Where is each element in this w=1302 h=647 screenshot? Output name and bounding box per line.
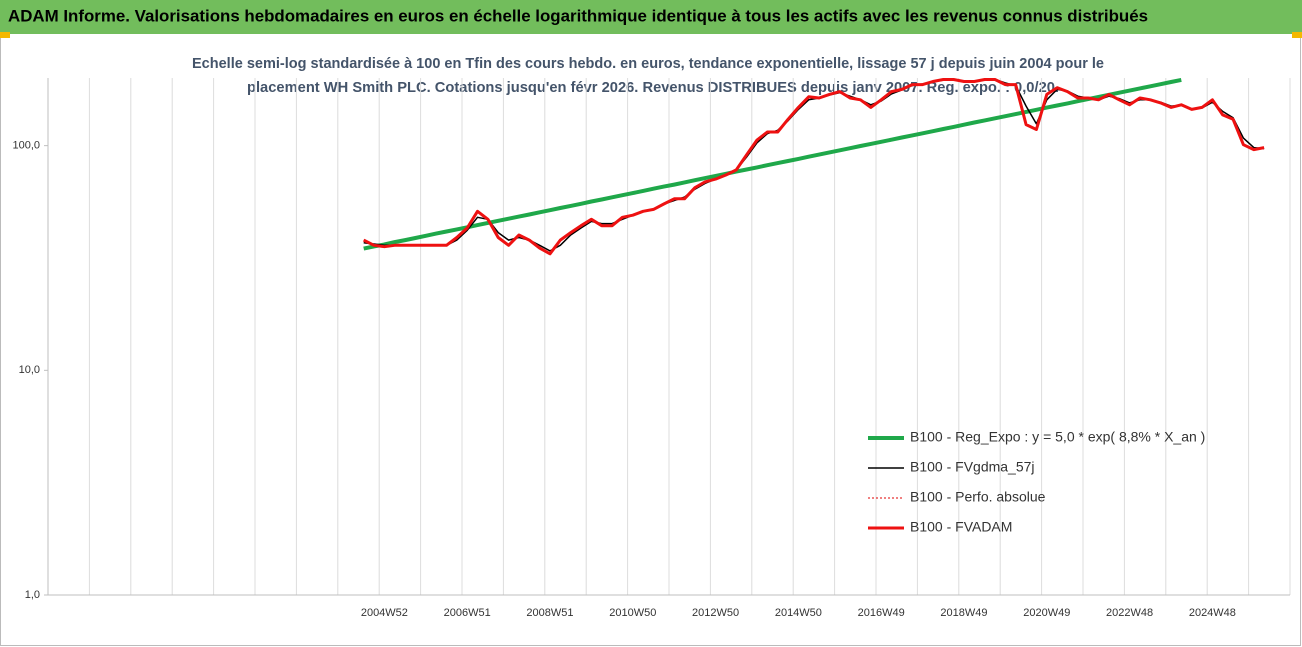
x-tick-label: 2016W49 [858,607,905,619]
x-tick-label: 2022W48 [1106,607,1153,619]
x-tick-label: 2008W51 [526,607,573,619]
x-tick-label: 2012W50 [692,607,739,619]
chart-subtitle: placement WH Smith PLC. Cotations jusqu'… [247,79,1059,96]
corner-mark [1292,32,1302,38]
y-tick-label: 1,0 [25,589,40,601]
chart-subtitle: Echelle semi-log standardisée à 100 en T… [192,55,1104,72]
x-tick-label: 2020W49 [1023,607,1070,619]
x-tick-label: 2014W50 [775,607,822,619]
x-tick-label: 2010W50 [609,607,656,619]
x-tick-label: 2004W52 [361,607,408,619]
legend-label: B100 - FVADAM [910,519,1012,535]
x-tick-label: 2006W51 [444,607,491,619]
y-tick-label: 100,0 [12,140,40,152]
corner-mark [0,32,10,38]
x-tick-label: 2018W49 [940,607,987,619]
title-bar [0,0,1302,34]
legend-label: B100 - Reg_Expo : y = 5,0 * exp( 8,8% * … [910,429,1205,445]
series-line [363,78,1265,256]
chart-title: ADAM Informe. Valorisations hebdomadaire… [8,6,1148,25]
legend-label: B100 - Perfo. absolue [910,489,1046,505]
legend-label: B100 - FVgdma_57j [910,459,1035,475]
series-line [363,77,1182,251]
y-tick-label: 10,0 [19,364,40,376]
x-tick-label: 2024W48 [1189,607,1236,619]
